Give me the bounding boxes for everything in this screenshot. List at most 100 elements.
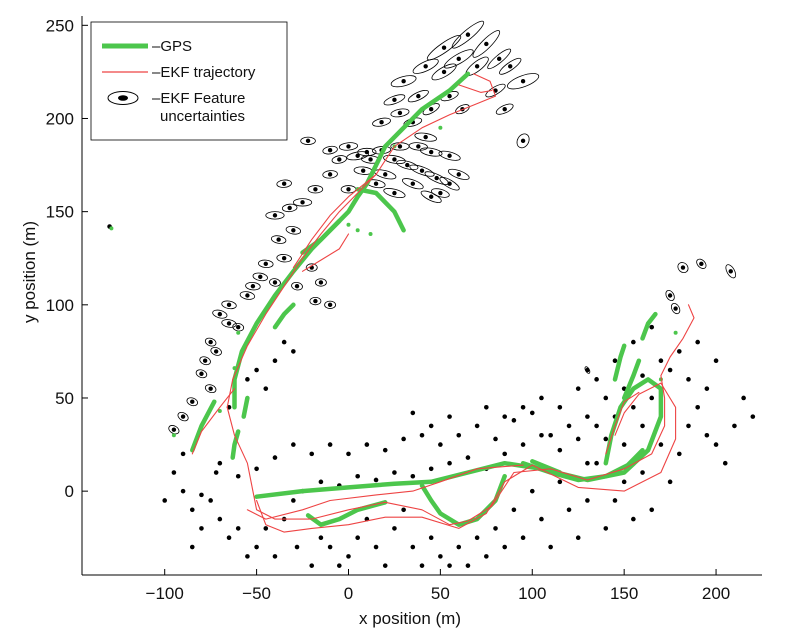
landmark-point-14 — [272, 554, 278, 559]
feature-center-24 — [355, 153, 360, 158]
landmark-point-138 — [263, 386, 269, 391]
x-tick-label-5: 150 — [610, 584, 638, 603]
landmark-point-78 — [502, 451, 508, 457]
landmark-point-104 — [713, 358, 719, 364]
ekf-trajectory-segment-7 — [605, 391, 640, 455]
gps-segment-13 — [241, 395, 250, 419]
feature-center-78 — [327, 302, 333, 308]
feature-center-65 — [236, 324, 241, 330]
landmark-point-96 — [566, 423, 572, 429]
landmark-point-5 — [189, 544, 195, 550]
gps-segment-8 — [300, 218, 342, 255]
y-tick-label-4: 200 — [46, 109, 74, 128]
gps-segment-11 — [640, 311, 658, 341]
landmark-point-101 — [658, 358, 664, 364]
feature-center-31 — [447, 181, 452, 186]
feature-ellipse-65 — [232, 322, 245, 332]
landmark-point-107 — [382, 447, 388, 453]
feature-center-54 — [346, 187, 351, 192]
feature-ellipse-59 — [252, 272, 268, 282]
feature-center-80 — [667, 293, 673, 298]
ekf-trajectory-segment-4 — [292, 173, 377, 269]
gps-segment-0 — [232, 71, 471, 410]
landmark-point-76 — [465, 455, 471, 460]
feature-center-49 — [272, 213, 278, 218]
landmark-point-94 — [529, 410, 535, 416]
landmark-point-49 — [594, 460, 599, 466]
landmark-point-47 — [575, 535, 581, 541]
landmark-point-29 — [410, 544, 416, 550]
feature-center-41 — [392, 190, 397, 196]
gps-segment-12 — [272, 302, 296, 330]
feature-center-1 — [465, 32, 471, 37]
landmark-point-71 — [373, 477, 379, 483]
feature-center-81 — [673, 306, 678, 311]
landmark-point-52 — [621, 479, 627, 485]
landmark-point-17 — [294, 544, 300, 550]
feature-center-11 — [502, 106, 507, 112]
landmark-point-106 — [364, 442, 370, 447]
feature-center-21 — [423, 134, 428, 140]
landmark-point-83 — [594, 423, 599, 429]
landmark-point-31 — [428, 535, 434, 541]
x-axis-title: x position (m) — [359, 609, 461, 628]
landmark-point-136 — [502, 414, 508, 419]
feature-ellipse-64 — [221, 319, 237, 328]
landmark-point-46 — [566, 507, 572, 513]
feature-center-82 — [680, 265, 686, 270]
feature-center-9 — [520, 79, 526, 84]
landmark-point-124 — [585, 460, 590, 466]
landmark-point-64 — [732, 423, 737, 429]
feature-center-66 — [208, 339, 213, 345]
legend-feature-dot — [118, 95, 128, 101]
feature-ellipse-2 — [472, 30, 501, 58]
legend: –GPS –EKF trajectory –EKF Feature uncert… — [90, 21, 288, 141]
feature-center-37 — [383, 172, 388, 177]
feature-ellipse-38 — [401, 178, 424, 190]
landmark-point-50 — [603, 526, 609, 531]
feature-center-75 — [318, 280, 324, 285]
landmark-point-122 — [180, 451, 186, 457]
gps-point-7 — [368, 232, 373, 237]
landmark-point-23 — [355, 535, 360, 541]
x-tick-label-4: 100 — [518, 584, 546, 603]
feature-center-5 — [423, 64, 428, 69]
feature-center-12 — [401, 79, 406, 84]
x-tick-label-0: −100 — [146, 584, 184, 603]
landmark-point-98 — [603, 395, 609, 401]
landmark-point-57 — [667, 479, 673, 485]
feature-ellipse-63 — [212, 309, 228, 319]
feature-ellipse-80 — [665, 289, 675, 302]
feature-ellipse-73 — [168, 425, 180, 435]
feature-ellipse-45 — [322, 170, 338, 179]
landmark-point-16 — [291, 498, 296, 503]
landmark-point-62 — [713, 442, 719, 447]
landmark-point-135 — [520, 405, 526, 410]
feature-ellipse-67 — [210, 347, 222, 356]
gps-point-10 — [236, 330, 241, 335]
feature-center-51 — [305, 138, 311, 144]
y-tick-label-3: 150 — [46, 203, 74, 222]
feature-ellipse-3 — [487, 48, 512, 70]
landmark-point-93 — [511, 418, 517, 423]
landmark-points — [107, 224, 756, 568]
feature-center-43 — [360, 168, 366, 173]
feature-ellipse-71 — [186, 397, 199, 407]
landmark-point-128 — [612, 358, 618, 364]
landmark-point-75 — [447, 460, 452, 466]
feature-ellipse-18 — [372, 117, 391, 127]
gps-point-9 — [673, 330, 678, 335]
landmark-point-87 — [667, 367, 673, 373]
landmark-point-27 — [392, 526, 397, 531]
feature-ellipse-62 — [221, 300, 237, 310]
landmark-point-91 — [474, 423, 480, 429]
landmark-point-59 — [686, 423, 691, 429]
feature-ellipse-10 — [485, 83, 506, 98]
feature-center-69 — [199, 371, 204, 376]
ekf-trajectory-segment-6 — [458, 84, 493, 93]
landmark-point-25 — [373, 544, 379, 550]
feature-center-47 — [300, 200, 305, 205]
landmark-point-54 — [640, 470, 645, 475]
landmark-point-120 — [217, 460, 223, 466]
feature-center-50 — [364, 149, 370, 155]
